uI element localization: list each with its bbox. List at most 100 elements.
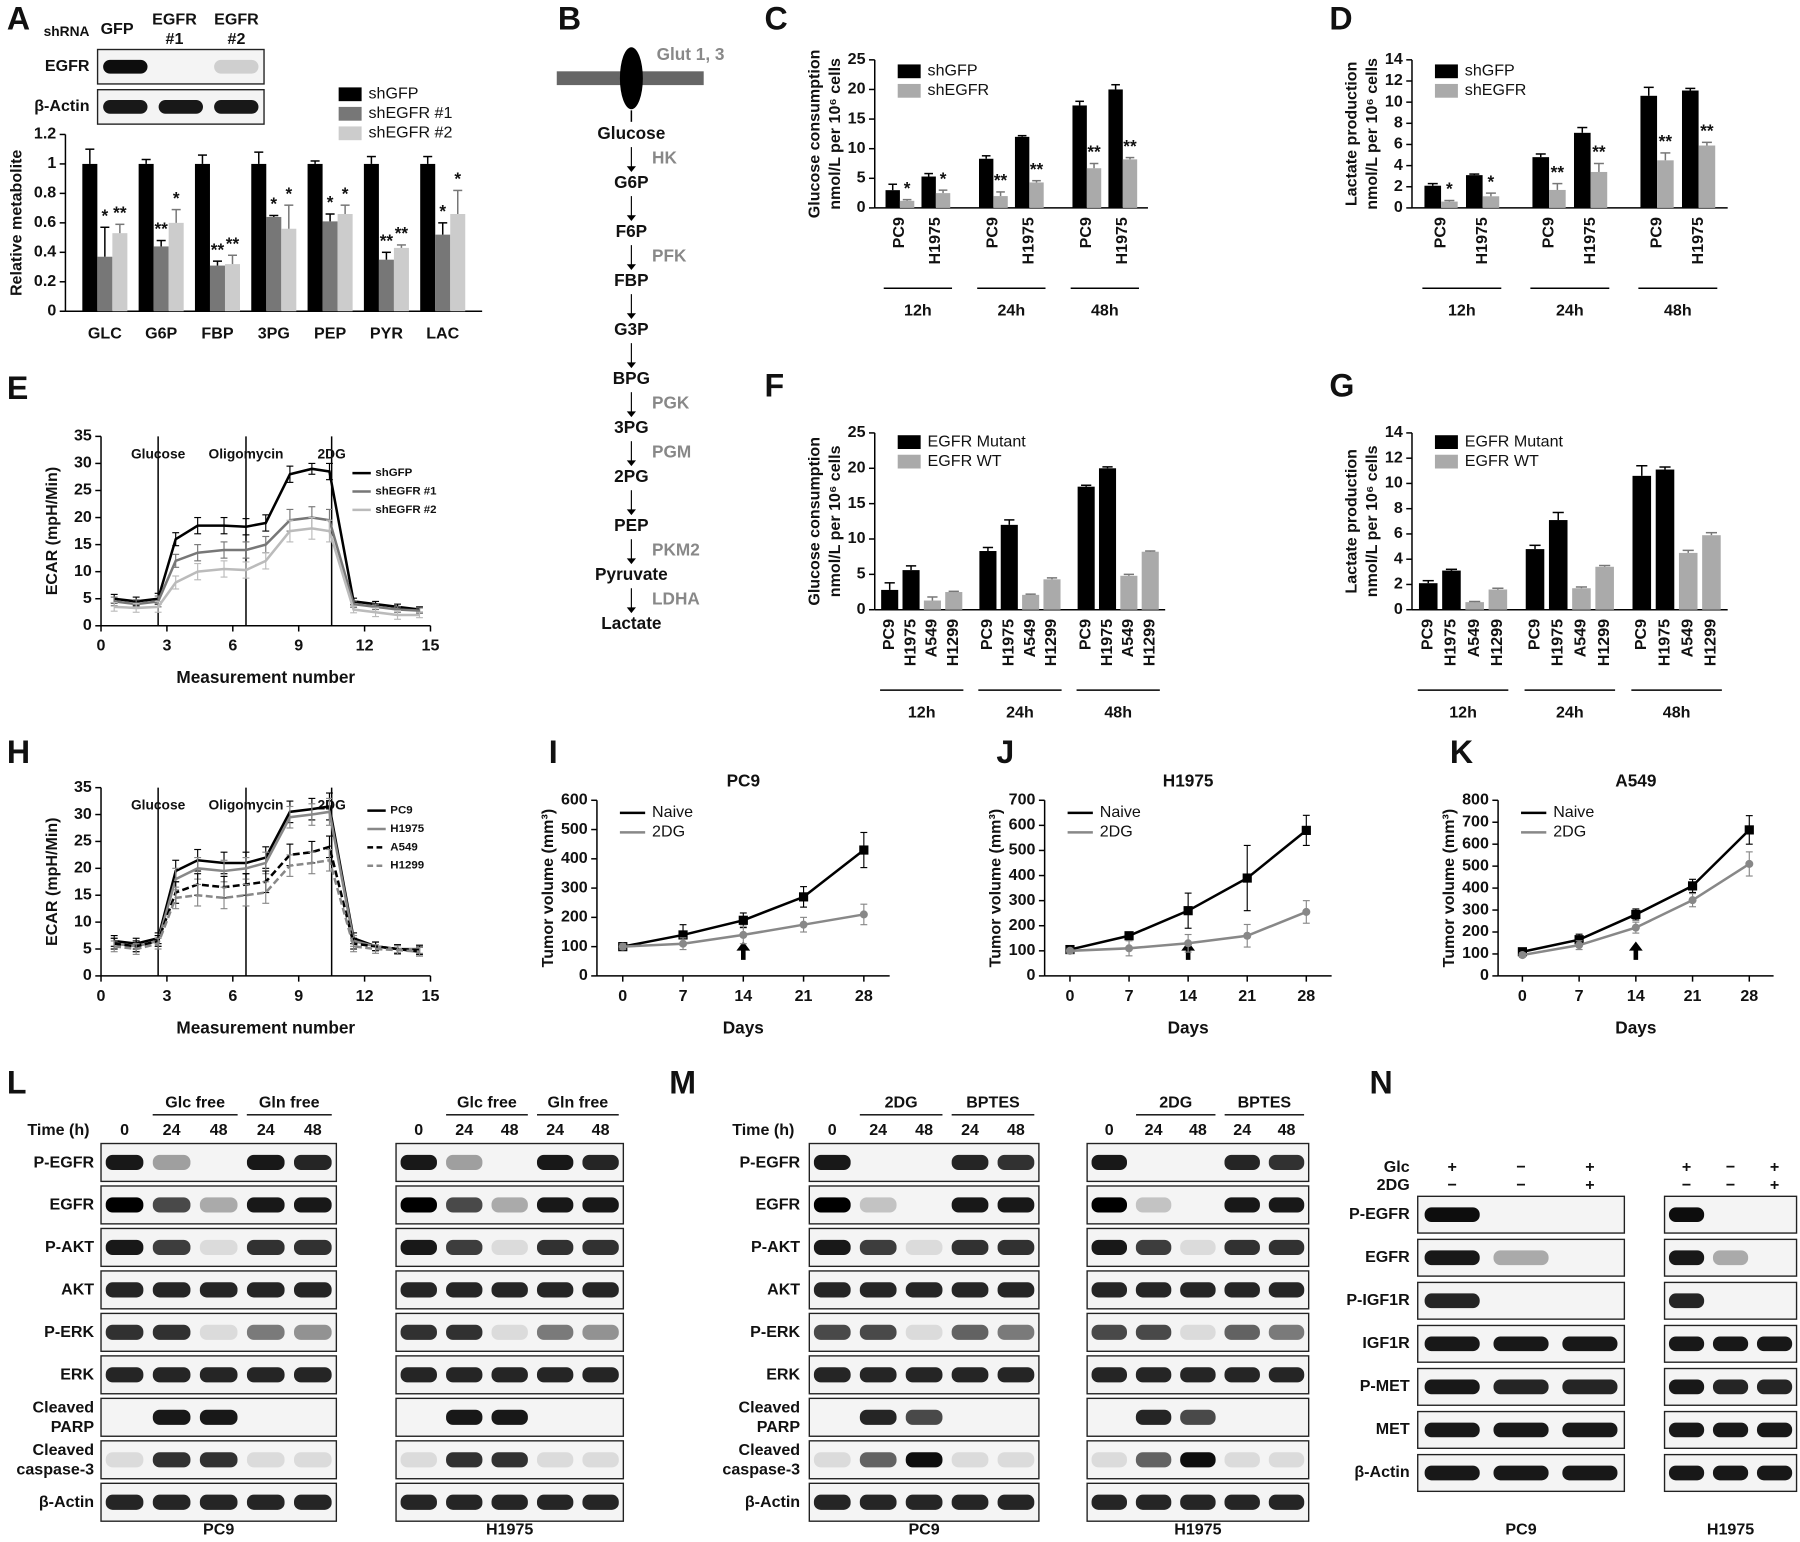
blot-band — [1135, 1452, 1172, 1468]
blot-frame — [395, 1397, 625, 1437]
panel-label: I — [549, 734, 558, 770]
y-tick-label: 5 — [857, 565, 866, 583]
blot-band — [246, 1154, 285, 1171]
y-axis-label: Glucose consumption — [805, 437, 823, 606]
metabolite: PEP — [614, 515, 648, 535]
x-tick-label: 0 — [1065, 987, 1074, 1005]
lane-label: 24 — [869, 1121, 887, 1139]
group-label: Gln free — [259, 1094, 320, 1112]
y-tick-label: 400 — [1009, 866, 1036, 884]
x-tick-label: 21 — [1238, 987, 1256, 1005]
blot-band — [446, 1154, 483, 1171]
marker — [1688, 896, 1697, 905]
event-label: Glucose — [131, 798, 186, 813]
treatment-sign: − — [1516, 1176, 1525, 1194]
blot-band — [1668, 1336, 1705, 1352]
y-tick-label: 25 — [848, 50, 866, 68]
blot-band — [246, 1239, 285, 1255]
significance: * — [904, 178, 911, 198]
x-tick-label: PC9 — [1647, 217, 1665, 248]
significance: * — [285, 183, 292, 203]
group-label: 24h — [998, 301, 1026, 319]
x-tick-label: GLC — [88, 324, 122, 342]
significance: ** — [1592, 142, 1606, 162]
blot-band — [152, 1324, 191, 1340]
panel-label: D — [1329, 0, 1352, 36]
y-tick-label: 25 — [74, 481, 92, 499]
series-line — [114, 858, 420, 953]
arrow — [1628, 941, 1643, 960]
blot-band — [813, 1324, 851, 1340]
marker — [1302, 907, 1311, 916]
bar — [1681, 90, 1699, 208]
blot-band — [400, 1197, 437, 1213]
blot-band — [1180, 1367, 1216, 1383]
blot-band — [446, 1409, 483, 1425]
blot-band — [400, 1324, 437, 1340]
metabolite: Lactate — [601, 613, 661, 633]
legend-label: shEGFR #2 — [368, 124, 452, 142]
event-label: Oligomycin — [209, 446, 284, 461]
blot-band — [1562, 1379, 1618, 1395]
x-tick-label: A549 — [1021, 619, 1039, 657]
x-tick-label: 0 — [1518, 987, 1527, 1005]
legend-label: shGFP — [368, 85, 418, 103]
blot-band — [199, 1197, 238, 1213]
x-tick-label: H1975 — [926, 217, 944, 264]
bar — [881, 589, 899, 610]
y-tick-label: 10 — [74, 912, 92, 930]
arrow-head — [626, 362, 636, 369]
row-label: β-Actin — [745, 1493, 800, 1511]
blot-band — [1091, 1197, 1127, 1213]
enzyme: PFK — [652, 246, 687, 266]
transporter — [619, 47, 643, 110]
blot-band — [1268, 1452, 1305, 1468]
blot-band — [446, 1324, 483, 1340]
significance: ** — [395, 223, 409, 243]
blot-band — [536, 1282, 574, 1298]
blot-band — [1224, 1367, 1260, 1383]
blot-band — [582, 1197, 619, 1213]
blot-band — [446, 1452, 483, 1468]
bar — [1441, 201, 1458, 208]
y-tick-label: 5 — [83, 589, 92, 607]
blot-band — [1091, 1324, 1127, 1340]
blot-band — [1268, 1367, 1305, 1383]
blot-band — [1224, 1452, 1260, 1468]
x-axis-label: Days — [723, 1017, 764, 1037]
y-tick-label: 30 — [74, 805, 92, 823]
bar — [979, 551, 997, 610]
panel-label: B — [558, 0, 581, 36]
x-tick-label: A549 — [1678, 619, 1696, 657]
y-tick-label: 5 — [83, 939, 92, 957]
y-tick-label: 4 — [1394, 156, 1403, 174]
blot-band — [536, 1324, 574, 1340]
blot-band — [491, 1282, 528, 1298]
x-tick-label: 0 — [618, 987, 627, 1005]
blot-band — [400, 1239, 437, 1255]
blot-band — [1224, 1282, 1260, 1298]
y-tick-label: 0 — [1027, 966, 1036, 984]
y-tick-label: 0 — [1480, 966, 1489, 984]
bar — [97, 256, 113, 312]
arrow-head — [626, 264, 636, 271]
y-tick-label: 10 — [1385, 474, 1403, 492]
significance: * — [342, 183, 349, 203]
significance: * — [454, 169, 461, 189]
blot-band — [1135, 1409, 1172, 1425]
x-tick-label: H1975 — [1473, 217, 1491, 264]
row-label: EGFR — [756, 1196, 801, 1214]
y-axis-label: nmol/L per 10⁶ cells — [826, 58, 844, 210]
y-tick-label: 0 — [857, 198, 866, 216]
row-label: Cleaved — [33, 1398, 95, 1416]
significance: * — [327, 192, 334, 212]
significance: * — [439, 201, 446, 221]
legend-label: shEGFR #2 — [375, 504, 436, 516]
blot-band — [1756, 1422, 1793, 1438]
blot-band — [1224, 1197, 1260, 1213]
lane-label: 48 — [915, 1121, 933, 1139]
y-tick-label: 1.2 — [34, 125, 56, 143]
blot-band — [905, 1324, 943, 1340]
blot-band — [1424, 1465, 1480, 1481]
bar — [363, 163, 379, 312]
